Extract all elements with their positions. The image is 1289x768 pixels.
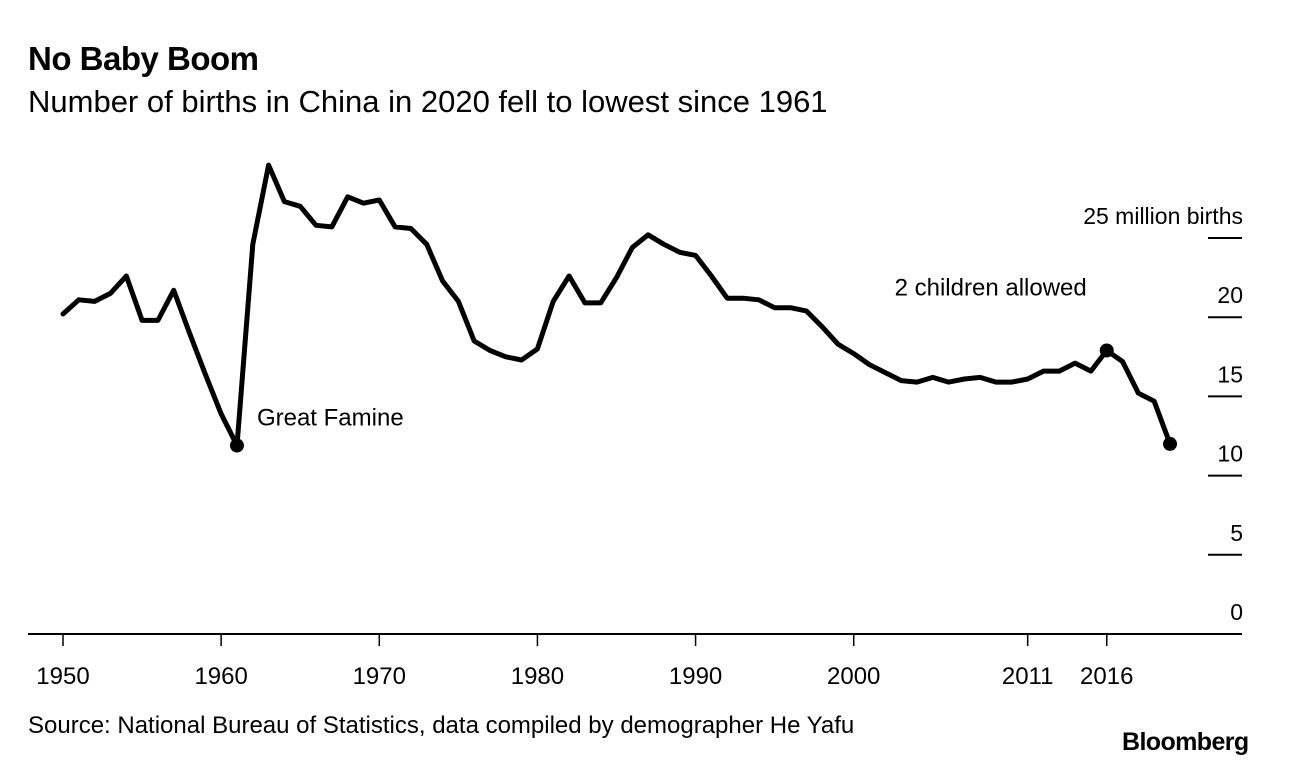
data-point [298,204,303,209]
data-point [582,300,587,305]
data-point [677,250,682,255]
data-point [725,296,730,301]
x-tick-label: 1950 [36,663,89,690]
data-point [946,380,951,385]
highlight-dot [1163,436,1177,451]
y-tick-label: 20 [1217,282,1243,308]
data-point [76,297,81,302]
data-point [345,194,350,199]
series-layer [60,162,1177,453]
data-point [250,242,255,247]
data-point [329,224,334,229]
data-point [377,197,382,202]
chart-subtitle: Number of births in China in 2020 fell t… [28,84,828,119]
data-point [1073,361,1078,366]
x-tick-label: 1970 [353,663,406,690]
data-point [1009,380,1014,385]
source-note: Source: National Bureau of Statistics, d… [28,712,855,739]
data-point [1088,369,1093,374]
data-point [772,305,777,310]
data-point [756,297,761,302]
bloomberg-logo: Bloomberg [1122,728,1249,756]
data-point [187,331,192,336]
data-point [61,312,66,317]
data-point [851,351,856,356]
data-point [899,378,904,383]
data-point [282,199,287,204]
data-point [1120,359,1125,364]
data-point [661,242,666,247]
data-point [219,411,224,416]
y-axis: 0 5 10 15 20 25 million births [1083,203,1243,625]
data-point [503,354,508,359]
x-axis: 1950 1960 1970 1980 1990 2000 2011 2016 [36,634,1133,690]
data-point [598,300,603,305]
data-point [1025,376,1030,381]
data-point [472,338,477,343]
data-point [709,274,714,279]
data-point [741,296,746,301]
data-point [361,201,366,206]
data-point [994,380,999,385]
data-point [1136,391,1141,396]
data-point [124,274,129,279]
x-tick-label: 2000 [827,663,880,690]
data-point [519,357,524,362]
data-point [978,375,983,380]
x-tick-label: 1990 [669,663,722,690]
data-point [820,324,825,329]
y-tick-label: 25 million births [1083,203,1243,229]
data-point [788,305,793,310]
data-point [487,348,492,353]
chart-title: No Baby Boom [28,40,259,77]
data-point [456,299,461,304]
data-point [140,318,145,323]
data-point [835,342,840,347]
y-tick-label: 0 [1230,599,1243,625]
data-point [440,278,445,283]
data-point [92,299,97,304]
data-point [614,275,619,280]
annotation-label: 2 children allowed [895,274,1087,301]
data-point [930,375,935,380]
x-tick-label: 1960 [194,663,247,690]
data-point [962,376,967,381]
y-tick-label: 5 [1230,520,1243,546]
annotation-layer: Great Famine 2 children allowed [257,274,1087,431]
annotation-label: Great Famine [257,405,404,432]
y-tick-label: 15 [1217,361,1243,387]
data-point [203,372,208,377]
data-point [914,380,919,385]
data-point [108,291,113,296]
y-tick-label: 10 [1217,441,1243,467]
data-point [155,318,160,323]
highlight-dot [229,438,244,453]
data-point [551,299,556,304]
data-point [883,370,888,375]
data-point [535,346,540,351]
data-point [314,223,319,228]
data-point [408,226,413,231]
x-tick-label: 2011 [1002,663,1054,690]
data-point [1041,369,1046,374]
data-point [567,274,572,279]
data-point [693,253,698,258]
data-point [424,242,429,247]
data-point [867,362,872,367]
data-point [1057,369,1062,374]
x-tick-label: 2016 [1080,663,1133,690]
data-point [266,163,271,168]
data-point [1152,399,1157,404]
data-point [630,245,635,250]
births-series-line [60,162,1173,448]
data-point [393,224,398,229]
data-point [804,308,809,313]
data-point [646,232,651,237]
x-tick-label: 1980 [511,663,564,690]
highlight-dot [1099,343,1114,358]
data-point [171,288,176,293]
